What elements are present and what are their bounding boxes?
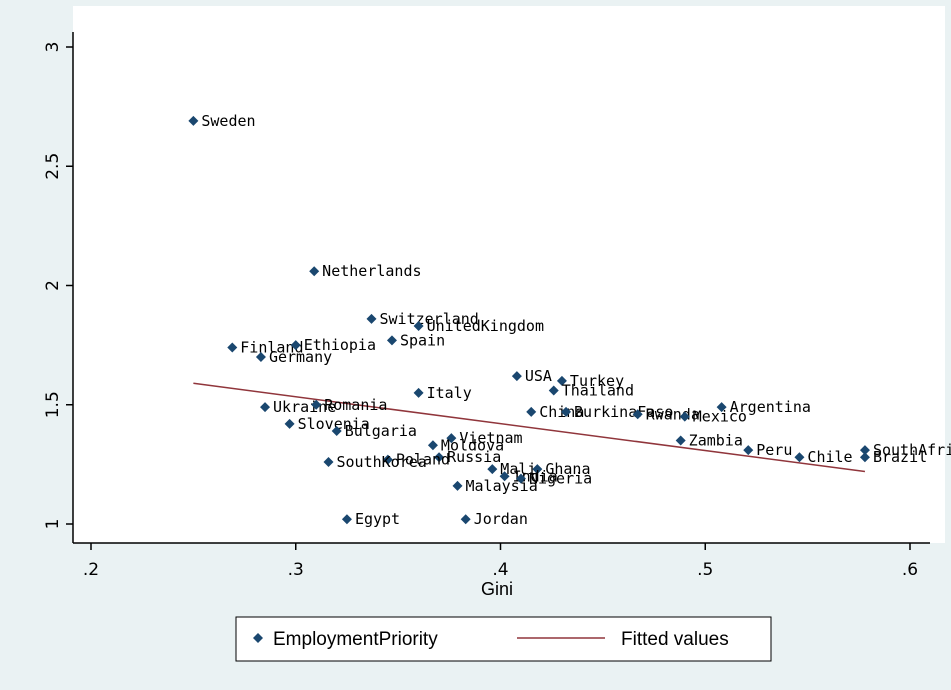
data-point (632, 409, 643, 420)
data-point-label: Netherlands (322, 262, 421, 280)
data-point (323, 456, 334, 467)
data-point-label: India (513, 467, 558, 485)
data-point-label: Slovenia (298, 415, 370, 433)
data-point-label: Jordan (474, 510, 528, 528)
x-axis: .2 .3 .4 .5 .6 (83, 543, 918, 580)
data-point-label: BurkinaFaso (574, 403, 673, 421)
data-point (511, 371, 522, 382)
data-point-label: Russia (447, 448, 501, 466)
data-point (188, 115, 199, 126)
data-point (675, 435, 686, 446)
data-point (859, 452, 870, 463)
legend-marker-diamond-icon (253, 633, 263, 643)
data-point (255, 352, 266, 363)
data-point (561, 406, 572, 417)
data-point-label: Brazil (873, 448, 927, 466)
data-point (290, 340, 301, 351)
data-point-label: Chile (807, 448, 852, 466)
data-point (260, 402, 271, 413)
data-point-label: Sweden (201, 112, 255, 130)
data-point (427, 440, 438, 451)
data-point-label: Poland (396, 451, 450, 469)
fit-line-layer (193, 382, 866, 473)
data-point (382, 454, 393, 465)
data-point (386, 335, 397, 346)
data-point-label: Rwanda (646, 405, 700, 423)
data-point (487, 464, 498, 475)
data-point-label: Mexico (693, 408, 747, 426)
data-point-label: USA (525, 367, 552, 385)
x-axis-title: Gini (481, 579, 513, 599)
legend-label-fitted-values: Fitted values (621, 629, 729, 650)
data-point-label: Malaysia (466, 477, 538, 495)
data-point-label: Finland (240, 339, 303, 357)
data-point (366, 313, 377, 324)
data-point-label: Switzerland (380, 310, 479, 328)
data-point-label: Italy (427, 384, 472, 402)
x-tick-label: .2 (83, 560, 99, 580)
legend-box (235, 616, 772, 662)
data-point-label: SouthKorea (337, 453, 427, 471)
data-point (499, 471, 510, 482)
data-point (284, 418, 295, 429)
data-point-label: Romania (324, 396, 387, 414)
y-tick-label: 1 (43, 519, 63, 530)
data-point (794, 452, 805, 463)
data-point (413, 321, 424, 332)
data-point-label: Turkey (570, 372, 624, 390)
data-point (716, 402, 727, 413)
data-point (532, 464, 543, 475)
data-point (679, 411, 690, 422)
legend-label-employmentpriority: EmploymentPriority (273, 629, 438, 650)
legend: EmploymentPriority Fitted values (235, 616, 772, 662)
data-point (309, 266, 320, 277)
data-point-label: Ukraine (273, 398, 336, 416)
data-point (446, 433, 457, 444)
data-point-label: Vietnam (459, 429, 522, 447)
x-tick-label: .5 (697, 560, 713, 580)
data-point (548, 385, 559, 396)
y-tick-label: 2 (43, 280, 63, 291)
data-point (452, 480, 463, 491)
data-point (311, 399, 322, 410)
y-tick-label: 2.5 (43, 153, 63, 180)
data-point-label: Argentina (730, 398, 811, 416)
y-axis: 1 1.5 2 2.5 3 (43, 42, 73, 530)
data-point-label: Egypt (355, 510, 400, 528)
data-point (515, 473, 526, 484)
points-layer: Sweden Netherlands SwitzerlandUnitedKingdo… (188, 112, 951, 528)
y-tick-label: 3 (43, 42, 63, 53)
data-point-label: Nigeria (529, 470, 592, 488)
data-point (331, 425, 342, 436)
data-point (460, 514, 471, 525)
data-point-label: Germany (269, 348, 332, 366)
data-point-label: Ghana (545, 460, 590, 478)
data-point-label: Mali (500, 460, 536, 478)
data-point-label: Zambia (689, 432, 743, 450)
data-point-label: UnitedKingdom (427, 317, 544, 335)
x-tick-label: .3 (288, 560, 304, 580)
data-point-label: Bulgaria (345, 422, 417, 440)
data-point-label: Ethiopia (304, 336, 376, 354)
x-tick-label: .4 (492, 560, 508, 580)
data-point (743, 445, 754, 456)
data-point (227, 342, 238, 353)
data-point-label: Moldova (441, 436, 504, 454)
data-point (526, 406, 537, 417)
fitted-values-line (193, 382, 866, 473)
data-point-label: SouthAfrica (873, 441, 951, 459)
data-point (413, 387, 424, 398)
data-point (556, 375, 567, 386)
y-tick-label: 1.5 (43, 391, 63, 418)
data-point (859, 445, 870, 456)
data-point-label: Spain (400, 331, 445, 349)
data-point-label: Peru (756, 441, 792, 459)
data-point (341, 514, 352, 525)
data-point-label: Thailand (562, 381, 634, 399)
data-point (434, 452, 445, 463)
x-tick-label: .6 (902, 560, 918, 580)
